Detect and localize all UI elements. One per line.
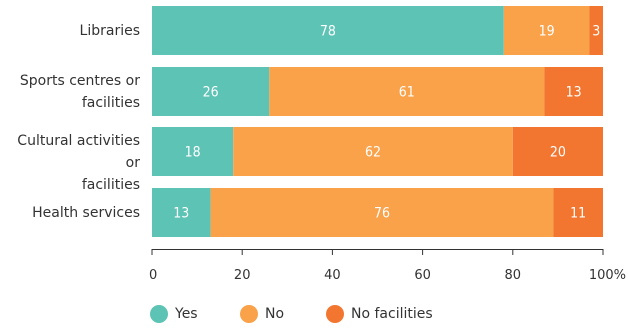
- x-tick-label-5: 80: [505, 268, 522, 283]
- bar-3-1: [589, 6, 603, 55]
- legend-swatch: [150, 305, 168, 323]
- category-label-2: Sports centres or facilities: [0, 70, 140, 114]
- data-label-2-3: 62: [365, 145, 381, 161]
- data-label-1-3: 18: [185, 145, 201, 161]
- data-label-1-2: 26: [203, 85, 219, 101]
- data-label-3-1: 3: [592, 24, 600, 40]
- data-label-2-1: 19: [539, 24, 555, 40]
- category-label-1: Libraries: [0, 20, 140, 42]
- category-label-line: Sports centres or: [19, 72, 140, 89]
- bar-2-2: [269, 67, 545, 116]
- category-label-4: Health services: [0, 202, 140, 224]
- legend-item-1: Yes: [150, 305, 198, 323]
- category-label-3: Cultural activities or facilities: [0, 130, 140, 196]
- legend-swatch: [326, 305, 344, 323]
- data-label-3-4: 11: [570, 206, 586, 222]
- category-label-line: Health services: [32, 204, 140, 221]
- bar-3-2: [544, 67, 603, 116]
- x-tick-label-4: 60: [414, 268, 431, 283]
- x-tick-label-2: 20: [234, 268, 251, 283]
- data-label-2-2: 61: [399, 85, 415, 101]
- legend-label: No facilities: [351, 306, 433, 322]
- data-label-1-4: 13: [173, 206, 189, 222]
- bar-1-1: [152, 6, 504, 55]
- category-label-line: Cultural activities or: [17, 132, 140, 171]
- category-label-line: Libraries: [79, 22, 140, 39]
- data-label-3-2: 13: [566, 85, 582, 101]
- data-label-1-1: 78: [320, 24, 336, 40]
- legend-label: No: [265, 306, 285, 322]
- legend-label: Yes: [175, 306, 198, 322]
- x-tick-label-1: 0: [149, 268, 157, 283]
- legend-item-2: No: [240, 305, 284, 323]
- bar-3-3: [512, 127, 603, 176]
- data-label-2-4: 76: [374, 206, 390, 222]
- category-label-line: facilities: [81, 176, 140, 193]
- bar-3-4: [553, 188, 603, 237]
- data-label-3-3: 20: [550, 145, 566, 161]
- bar-1-3: [152, 127, 234, 176]
- x-tick-label-3: 40: [324, 268, 341, 283]
- legend-item-3: No facilities: [326, 305, 433, 323]
- legend-swatch: [240, 305, 258, 323]
- x-tick-label-6: 100%: [589, 268, 626, 283]
- bar-1-4: [152, 188, 211, 237]
- category-label-line: facilities: [81, 94, 140, 111]
- bar-2-1: [503, 6, 590, 55]
- plot-area: 78 19 3 26 61 13 18 62 20 13 76 11 0 20 40 60 80 100%: [149, 6, 626, 283]
- bar-1-2: [152, 67, 270, 116]
- bar-2-3: [233, 127, 513, 176]
- bar-2-4: [210, 188, 554, 237]
